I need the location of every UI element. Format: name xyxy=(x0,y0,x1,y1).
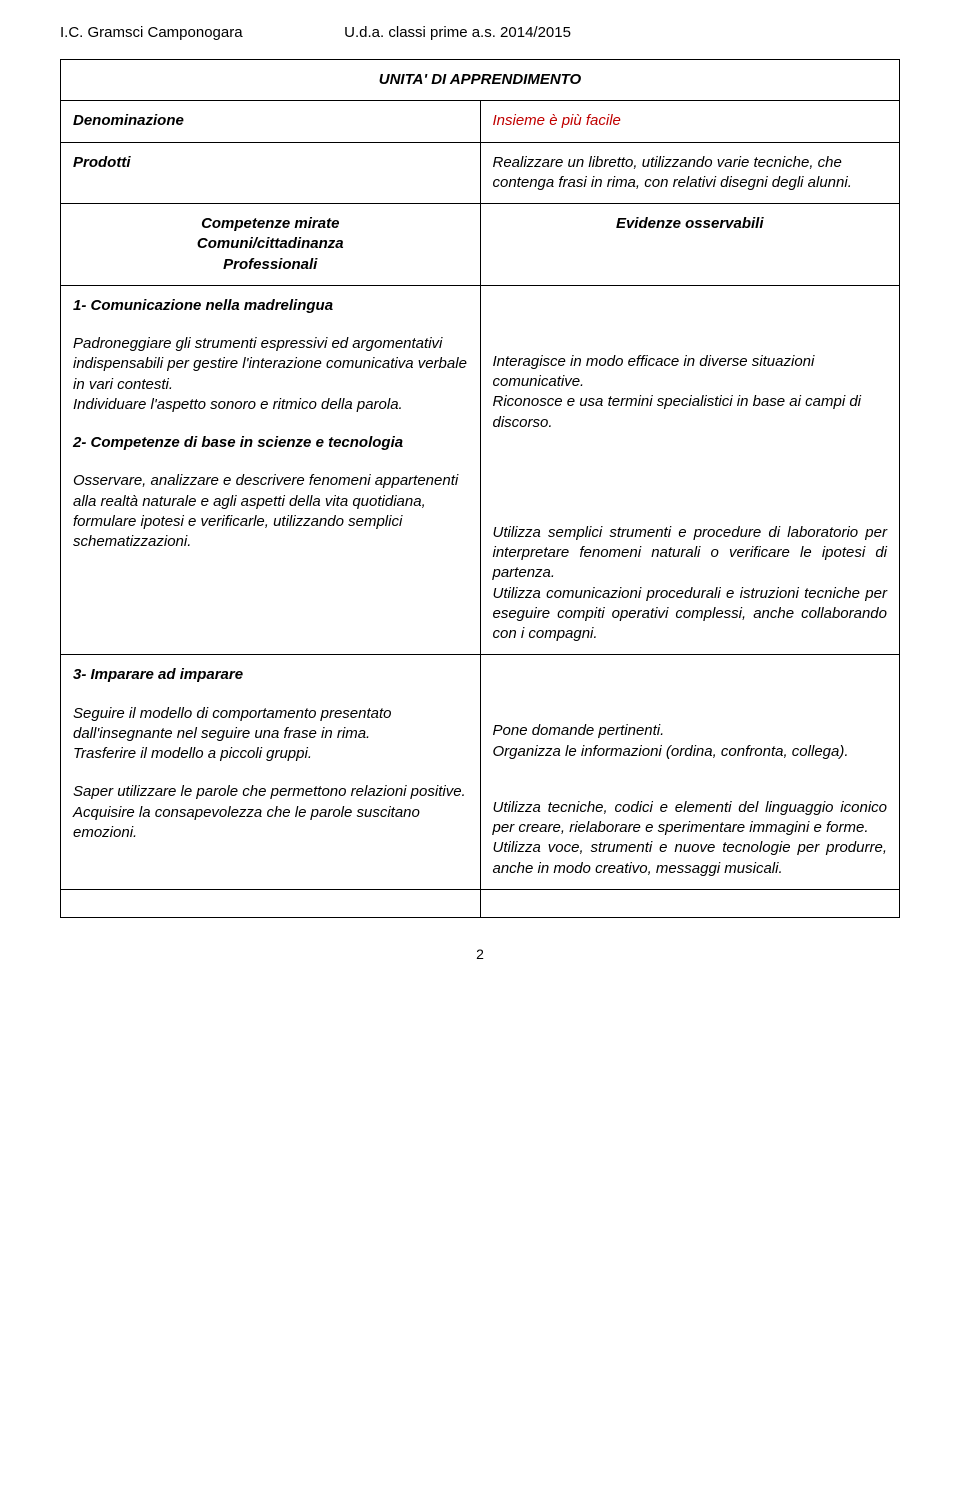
block2-left-p3: Saper utilizzare le parole che permetton… xyxy=(73,782,468,802)
block1-right-p1: Interagisce in modo efficace in diverse … xyxy=(493,352,888,393)
unit-table: UNITA' DI APPRENDIMENTO Denominazione In… xyxy=(60,59,900,918)
competenze-header-l2: Comuni/cittadinanza xyxy=(73,234,468,254)
block1-left-p3: Osservare, analizzare e descrivere fenom… xyxy=(73,471,468,552)
block2-left-p4: Acquisire la consapevolezza che le parol… xyxy=(73,803,468,844)
block2-right-p4: Utilizza voce, strumenti e nuove tecnolo… xyxy=(493,838,888,879)
unit-title: UNITA' DI APPRENDIMENTO xyxy=(61,60,900,101)
block2-left-p2: Trasferire il modello a piccoli gruppi. xyxy=(73,744,468,764)
empty-cell-left xyxy=(61,889,481,917)
competenze-header-l1: Competenze mirate xyxy=(73,214,468,234)
block1-left-title1: 1- Comunicazione nella madrelingua xyxy=(73,296,468,316)
block2-right-p2: Organizza le informazioni (ordina, confr… xyxy=(493,742,888,762)
competenze-header-l3: Professionali xyxy=(73,255,468,275)
block2-left-p1: Seguire il modello di comportamento pres… xyxy=(73,704,468,745)
block1-left: 1- Comunicazione nella madrelingua Padro… xyxy=(61,285,481,655)
block2-right-p1: Pone domande pertinenti. xyxy=(493,721,888,741)
block2-left-title: 3- Imparare ad imparare xyxy=(73,665,468,685)
block1-right: Interagisce in modo efficace in diverse … xyxy=(480,285,900,655)
prodotti-label: Prodotti xyxy=(61,142,481,204)
competenze-header-left: Competenze mirate Comuni/cittadinanza Pr… xyxy=(61,204,481,286)
block2-right: Pone domande pertinenti. Organizza le in… xyxy=(480,655,900,890)
block1-right-p4: Utilizza comunicazioni procedurali e ist… xyxy=(493,584,888,645)
denominazione-text: Insieme è più facile xyxy=(493,112,621,129)
page-header: I.C. Gramsci Camponogara U.d.a. classi p… xyxy=(60,24,900,41)
empty-cell-right xyxy=(480,889,900,917)
block1-right-p2: Riconosce e usa termini specialistici in… xyxy=(493,392,888,433)
page-number: 2 xyxy=(60,946,900,962)
denominazione-value: Insieme è più facile xyxy=(480,101,900,142)
evidenze-header: Evidenze osservabili xyxy=(480,204,900,286)
header-right: U.d.a. classi prime a.s. 2014/2015 xyxy=(344,24,571,41)
block2-left: 3- Imparare ad imparare Seguire il model… xyxy=(61,655,481,890)
block1-left-p1: Padroneggiare gli strumenti espressivi e… xyxy=(73,334,468,395)
block2-right-p3: Utilizza tecniche, codici e elementi del… xyxy=(493,798,888,839)
prodotti-value: Realizzare un libretto, utilizzando vari… xyxy=(480,142,900,204)
block1-left-p2: Individuare l'aspetto sonoro e ritmico d… xyxy=(73,395,468,415)
block1-left-title2: 2- Competenze di base in scienze e tecno… xyxy=(73,433,468,453)
block1-right-p3: Utilizza semplici strumenti e procedure … xyxy=(493,523,888,584)
denominazione-label: Denominazione xyxy=(61,101,481,142)
header-left: I.C. Gramsci Camponogara xyxy=(60,24,340,41)
